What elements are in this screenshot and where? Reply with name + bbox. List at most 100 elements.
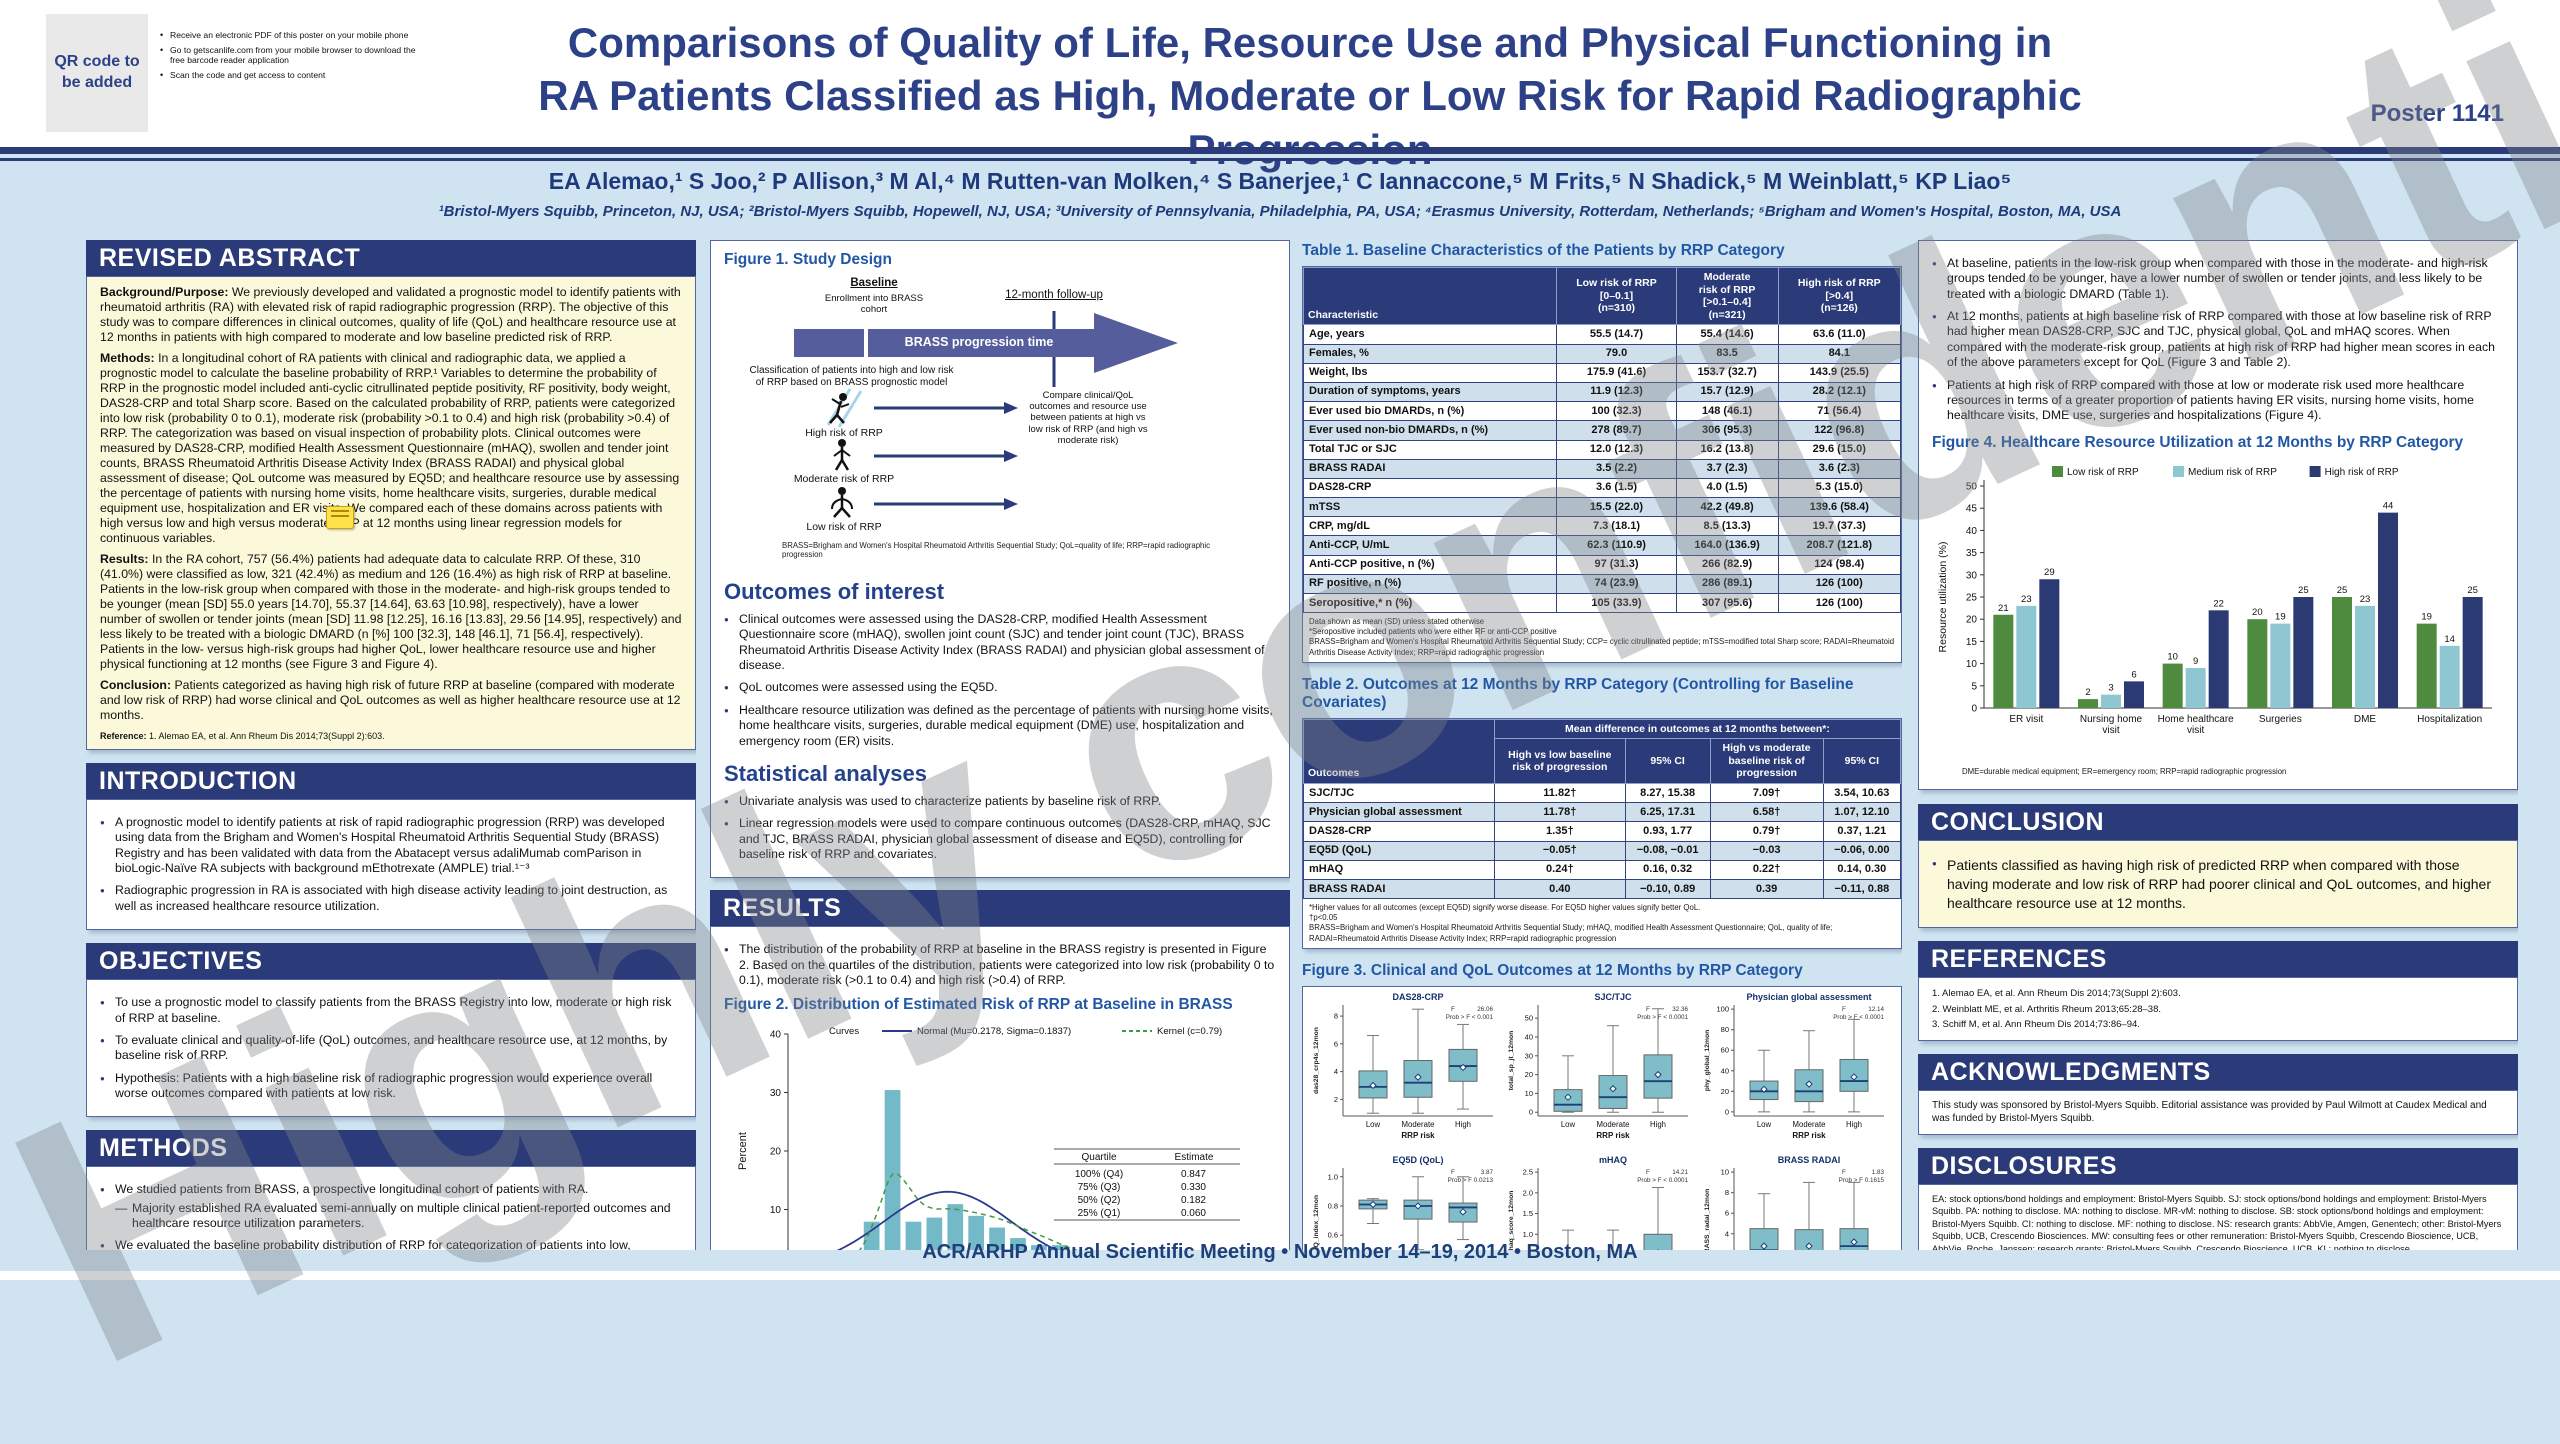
comment-annotation-icon[interactable] bbox=[326, 506, 354, 529]
svg-text:ER visit: ER visit bbox=[2009, 714, 2043, 725]
finding-bullet: At baseline, patients in the low-risk gr… bbox=[1932, 256, 2504, 302]
results-bullet: The distribution of the probability of R… bbox=[724, 942, 1276, 988]
baseline-sublabel: Enrollment into BRASS cohort bbox=[819, 293, 929, 315]
section-conclusion: CONCLUSION Patients classified as having… bbox=[1918, 804, 2518, 929]
svg-text:Prob > F 0.1615: Prob > F 0.1615 bbox=[1838, 1177, 1884, 1184]
column-methods-results: Figure 1. Study Design bbox=[710, 240, 1290, 1250]
qr-title: QR code to be added bbox=[52, 52, 142, 94]
svg-text:1.83: 1.83 bbox=[1871, 1169, 1884, 1176]
svg-text:10: 10 bbox=[770, 1205, 782, 1216]
compare-arrow-low bbox=[874, 498, 1018, 510]
text-line: 3. Schiff M, et al. Ann Rheum Dis 2014;7… bbox=[1932, 1017, 2504, 1032]
svg-text:0: 0 bbox=[1724, 1107, 1728, 1116]
svg-text:F: F bbox=[1451, 1006, 1455, 1013]
svg-text:Hospitalization: Hospitalization bbox=[2417, 714, 2482, 725]
svg-text:2: 2 bbox=[2085, 687, 2090, 698]
svg-text:Moderate: Moderate bbox=[1402, 1120, 1435, 1129]
svg-text:Prob > F < 0.0001: Prob > F < 0.0001 bbox=[1638, 1014, 1689, 1021]
svg-text:0.330: 0.330 bbox=[1181, 1182, 1206, 1193]
qr-instruction: Receive an electronic PDF of this poster… bbox=[160, 30, 430, 41]
svg-text:visit: visit bbox=[2102, 725, 2119, 736]
section-results: RESULTS The distribution of the probabil… bbox=[710, 890, 1290, 1250]
figure1-footnote: BRASS=Brigham and Women's Hospital Rheum… bbox=[782, 541, 1252, 559]
svg-text:15: 15 bbox=[1966, 636, 1978, 647]
svg-text:1.0: 1.0 bbox=[1523, 1229, 1533, 1238]
header-divider bbox=[0, 147, 2560, 161]
outcome-bullet: Healthcare resource utilization was defi… bbox=[724, 703, 1276, 749]
svg-text:0.847: 0.847 bbox=[1181, 1169, 1206, 1180]
text-line: BRASS=Brigham and Women's Hospital Rheum… bbox=[1309, 923, 1895, 943]
text-line: 2. Weinblatt ME, et al. Arthritis Rheum … bbox=[1932, 1002, 2504, 1017]
study-design-panel: Figure 1. Study Design bbox=[710, 240, 1290, 878]
svg-text:14: 14 bbox=[2444, 633, 2455, 644]
svg-text:0: 0 bbox=[1971, 703, 1977, 714]
abstract-panel: Background/Purpose: We previously develo… bbox=[86, 276, 696, 750]
svg-text:Kernel (c=0.79): Kernel (c=0.79) bbox=[1157, 1026, 1222, 1037]
classification-note: Classification of patients into high and… bbox=[749, 365, 954, 389]
svg-text:das28_crp4s_12mon: das28_crp4s_12mon bbox=[1313, 1027, 1320, 1094]
svg-text:Quartile: Quartile bbox=[1081, 1152, 1116, 1163]
section-revised-abstract: REVISED ABSTRACT Background/Purpose: We … bbox=[86, 240, 696, 750]
svg-text:50: 50 bbox=[1525, 1013, 1533, 1022]
svg-text:22: 22 bbox=[2213, 598, 2224, 609]
findings-panel: At baseline, patients in the low-risk gr… bbox=[1918, 240, 2518, 790]
table2-title: Table 2. Outcomes at 12 Months by RRP Ca… bbox=[1302, 676, 1902, 712]
qr-instruction: Go to getscanlife.com from your mobile b… bbox=[160, 45, 430, 66]
section-objectives: OBJECTIVES To use a prognostic model to … bbox=[86, 943, 696, 1117]
moderate-risk-person-icon bbox=[834, 439, 850, 470]
svg-text:F: F bbox=[1842, 1006, 1846, 1013]
text-line: Data shown as mean (SD) unless stated ot… bbox=[1309, 617, 1895, 627]
section-introduction: INTRODUCTION A prognostic model to ident… bbox=[86, 763, 696, 930]
svg-text:DAS28-CRP: DAS28-CRP bbox=[1392, 992, 1443, 1002]
objective-bullet: To use a prognostic model to classify pa… bbox=[100, 995, 682, 1026]
outcome-bullet: Clinical outcomes were assessed using th… bbox=[724, 612, 1276, 673]
abstract-paragraph: Results: In the RA cohort, 757 (56.4%) p… bbox=[100, 552, 682, 672]
svg-text:50% (Q2): 50% (Q2) bbox=[1078, 1195, 1121, 1206]
figure1-diagram: Baseline Enrollment into BRASS cohort 12… bbox=[724, 275, 1280, 567]
compare-arrow-moderate bbox=[874, 450, 1018, 462]
svg-text:40: 40 bbox=[1525, 1032, 1533, 1041]
conclusion-bullet: Patients classified as having high risk … bbox=[1932, 856, 2504, 913]
section-header-acknowledgments: ACKNOWLEDGMENTS bbox=[1918, 1054, 2518, 1090]
affiliations-line: ¹Bristol-Myers Squibb, Princeton, NJ, US… bbox=[0, 203, 2560, 220]
figure4-footnote: DME=durable medical equipment; ER=emerge… bbox=[1932, 763, 2504, 781]
statistical-analyses-heading: Statistical analyses bbox=[724, 761, 1276, 787]
svg-text:0: 0 bbox=[1529, 1107, 1533, 1116]
reference-list: 1. Alemao EA, et al. Ann Rheum Dis 2014;… bbox=[1932, 986, 2504, 1032]
svg-text:Nursing home: Nursing home bbox=[2080, 714, 2143, 725]
svg-text:RRP risk: RRP risk bbox=[1401, 1131, 1435, 1140]
svg-text:9: 9 bbox=[2193, 656, 2198, 667]
svg-text:23: 23 bbox=[2360, 593, 2371, 604]
svg-text:30: 30 bbox=[1525, 1051, 1533, 1060]
svg-text:3.87: 3.87 bbox=[1481, 1169, 1494, 1176]
legend-swatch bbox=[2052, 466, 2063, 477]
svg-text:F: F bbox=[1842, 1169, 1846, 1176]
svg-text:RRP risk: RRP risk bbox=[1792, 1131, 1826, 1140]
svg-text:Medium risk of RRP: Medium risk of RRP bbox=[2188, 467, 2277, 478]
section-header-introduction: INTRODUCTION bbox=[86, 763, 696, 799]
section-references: REFERENCES 1. Alemao EA, et al. Ann Rheu… bbox=[1918, 941, 2518, 1041]
svg-text:High: High bbox=[1455, 1120, 1471, 1129]
svg-text:Resource utilization (%): Resource utilization (%) bbox=[1937, 541, 1949, 652]
svg-text:25: 25 bbox=[2467, 585, 2478, 596]
svg-text:40: 40 bbox=[770, 1030, 782, 1041]
stat-analysis-bullet: Univariate analysis was used to characte… bbox=[724, 794, 1276, 809]
svg-text:RRP risk: RRP risk bbox=[1597, 1131, 1631, 1140]
svg-text:40: 40 bbox=[1966, 525, 1978, 536]
poster-number-badge: Poster 1141 bbox=[2371, 100, 2504, 128]
svg-text:Percent: Percent bbox=[737, 1132, 749, 1170]
abstract-paragraph: Conclusion: Patients categorized as havi… bbox=[100, 678, 682, 723]
svg-text:35: 35 bbox=[1966, 548, 1978, 559]
stat-analysis-bullet: Linear regression models were used to co… bbox=[724, 816, 1276, 862]
qr-instructions: Receive an electronic PDF of this poster… bbox=[160, 26, 430, 85]
svg-text:Physician global assessment: Physician global assessment bbox=[1746, 992, 1871, 1002]
svg-text:F: F bbox=[1646, 1169, 1650, 1176]
svg-text:14.21: 14.21 bbox=[1673, 1169, 1689, 1176]
svg-text:75% (Q3): 75% (Q3) bbox=[1078, 1182, 1121, 1193]
